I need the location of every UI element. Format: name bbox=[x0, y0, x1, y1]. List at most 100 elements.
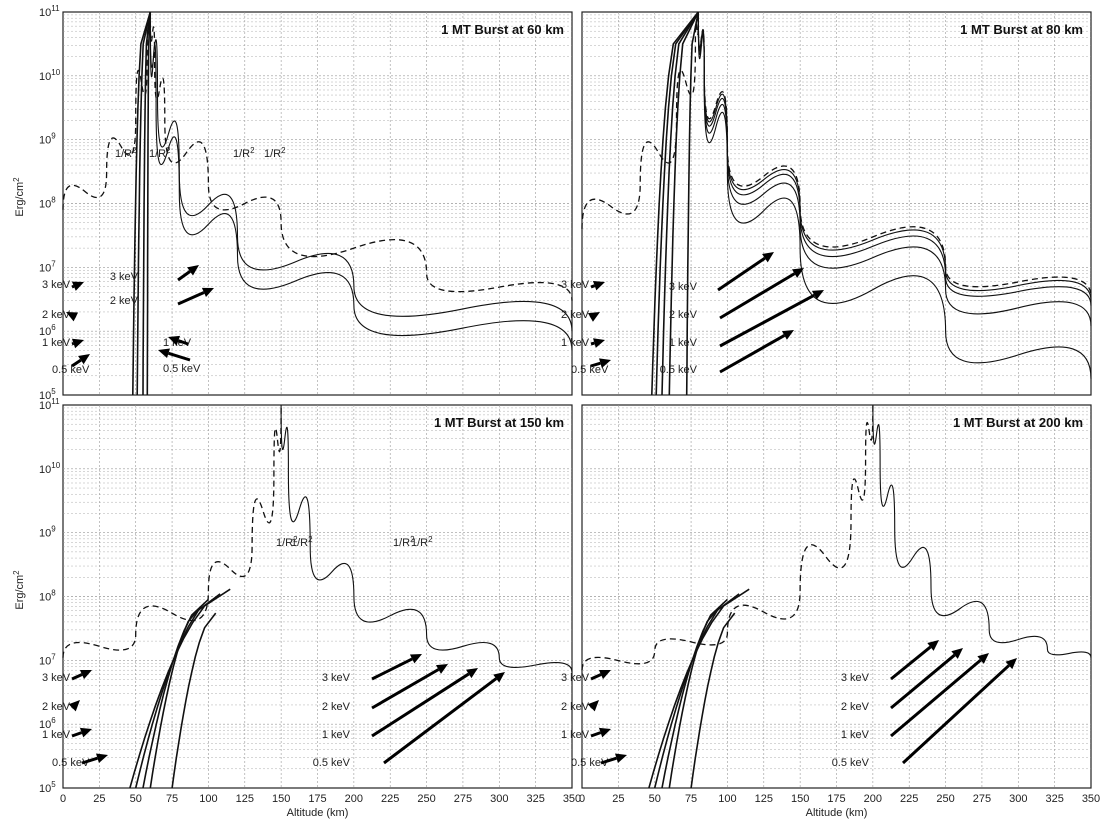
arrow-head bbox=[762, 252, 774, 263]
inverse-square-label: 1/R2 bbox=[393, 535, 415, 549]
pointer-arrow bbox=[890, 658, 982, 738]
y-tick-label: 1010 bbox=[39, 461, 61, 476]
energy-label-right: 3 keV bbox=[841, 672, 870, 684]
x-tick-label: 350 bbox=[1082, 793, 1100, 805]
energy-label-left: 0.5 keV bbox=[571, 757, 609, 769]
curve-1-r2-downward bbox=[697, 11, 1092, 297]
arrow-head bbox=[493, 672, 505, 683]
x-tick-label: 225 bbox=[381, 793, 399, 805]
energy-label-right: 0.5 keV bbox=[163, 363, 201, 375]
x-tick-label: 350 bbox=[563, 793, 581, 805]
pointer-arrow bbox=[590, 673, 602, 681]
x-tick-label: 100 bbox=[199, 793, 217, 805]
arrow-head bbox=[68, 700, 80, 712]
pointer-arrow bbox=[81, 756, 98, 765]
absorption-curve bbox=[685, 11, 700, 396]
y-tick-label: 109 bbox=[39, 132, 56, 147]
energy-label-right: 1 keV bbox=[322, 729, 351, 741]
arrow-head bbox=[811, 290, 824, 300]
x-tick-label: 300 bbox=[490, 793, 508, 805]
pointer-arrow bbox=[71, 673, 83, 681]
x-tick-label: 275 bbox=[454, 793, 472, 805]
arrow-head bbox=[592, 280, 605, 291]
absorption-curve bbox=[146, 11, 152, 396]
arrow-head bbox=[951, 648, 963, 659]
energy-label-left: 0.5 keV bbox=[52, 364, 90, 376]
curve-1-r2-upward bbox=[62, 404, 282, 658]
inverse-square-label: 1/R2 bbox=[115, 146, 137, 160]
energy-label-left: 2 keV bbox=[42, 701, 71, 713]
energy-label-right: 0.5 keV bbox=[832, 757, 870, 769]
energy-label-left: 1 keV bbox=[42, 337, 71, 349]
panel-burst-150km: 105 106 107 108 109 1010 1011 Erg/cm2 0 25 50 75 100… bbox=[12, 397, 581, 819]
y-axis-label: Erg/cm2 bbox=[12, 177, 26, 217]
curve-0-5-kev bbox=[697, 11, 1092, 379]
energy-label-right: 0.5 keV bbox=[660, 364, 698, 376]
x-tick-label: 25 bbox=[93, 793, 105, 805]
absorption-curve bbox=[668, 11, 700, 396]
curve-3-kev bbox=[149, 11, 573, 332]
energy-label-left: 2 keV bbox=[42, 309, 71, 321]
absorption-curve bbox=[132, 11, 152, 396]
x-tick-label: 325 bbox=[526, 793, 544, 805]
pointer-arrow bbox=[71, 731, 83, 738]
y-tick-label: 1011 bbox=[39, 4, 60, 19]
y-tick-label: 106 bbox=[39, 716, 56, 731]
arrow-head bbox=[587, 312, 600, 322]
energy-label-right: 2 keV bbox=[669, 309, 698, 321]
y-tick-label: 105 bbox=[39, 780, 56, 795]
energy-label-left: 3 keV bbox=[561, 279, 590, 291]
arrow-head bbox=[71, 281, 84, 291]
arrow-head bbox=[615, 753, 627, 764]
absorption-curve bbox=[171, 612, 217, 789]
energy-label-right: 3 keV bbox=[110, 271, 139, 283]
pointer-arrow bbox=[890, 645, 932, 681]
pointer-arrow bbox=[168, 351, 191, 362]
energy-label-left: 2 keV bbox=[561, 701, 590, 713]
x-axis-label: Altitude (km) bbox=[287, 807, 349, 819]
pointer-arrow bbox=[71, 284, 75, 289]
energy-label-left: 0.5 keV bbox=[52, 757, 90, 769]
x-tick-label: 50 bbox=[130, 793, 142, 805]
panel-title: 1 MT Burst at 200 km bbox=[953, 415, 1083, 430]
inverse-square-label: 1/R2 bbox=[291, 535, 313, 549]
x-tick-label: 125 bbox=[755, 793, 773, 805]
curve-1-r2-downward bbox=[149, 11, 573, 301]
panel-burst-80km: 1 MT Burst at 80 km 1/R2 1/R2 3 keV 2 keV 1 k… bbox=[115, 11, 1092, 396]
inverse-square-label: 1/R2 bbox=[233, 146, 255, 160]
arrow-head bbox=[927, 640, 939, 651]
x-tick-label: 325 bbox=[1045, 793, 1063, 805]
arrow-head bbox=[96, 753, 108, 764]
y-tick-label: 105 bbox=[39, 387, 56, 402]
energy-label-left: 3 keV bbox=[42, 672, 71, 684]
pointer-arrow bbox=[719, 272, 796, 320]
panel-title: 1 MT Burst at 60 km bbox=[441, 22, 564, 37]
absorption-curve bbox=[668, 605, 721, 789]
pointer-arrow bbox=[590, 341, 595, 346]
arrow-head bbox=[79, 727, 92, 738]
energy-label-right: 1 keV bbox=[669, 337, 698, 349]
y-tick-label: 1010 bbox=[39, 68, 61, 83]
y-tick-label: 1011 bbox=[39, 397, 60, 412]
y-tick-label: 108 bbox=[39, 589, 56, 604]
energy-label-right: 3 keV bbox=[669, 281, 698, 293]
pointer-arrow bbox=[371, 672, 470, 738]
energy-label-right: 1 keV bbox=[841, 729, 870, 741]
arrow-head bbox=[598, 727, 611, 738]
x-tick-label: 175 bbox=[827, 793, 845, 805]
inverse-square-label: 1/R2 bbox=[276, 535, 298, 549]
absorption-curve bbox=[648, 588, 750, 789]
arrow-head bbox=[409, 654, 422, 664]
x-tick-label: 100 bbox=[718, 793, 736, 805]
pointer-arrow bbox=[371, 668, 440, 710]
energy-label-left: 3 keV bbox=[561, 672, 590, 684]
pointer-arrow bbox=[71, 358, 82, 368]
arrow-head bbox=[977, 653, 989, 664]
y-tick-label: 108 bbox=[39, 196, 56, 211]
absorption-curve bbox=[129, 588, 231, 789]
pointer-arrow bbox=[590, 284, 596, 289]
absorption-curve bbox=[661, 11, 699, 396]
panel-title: 1 MT Burst at 150 km bbox=[434, 415, 564, 430]
pointer-arrow bbox=[177, 291, 205, 306]
